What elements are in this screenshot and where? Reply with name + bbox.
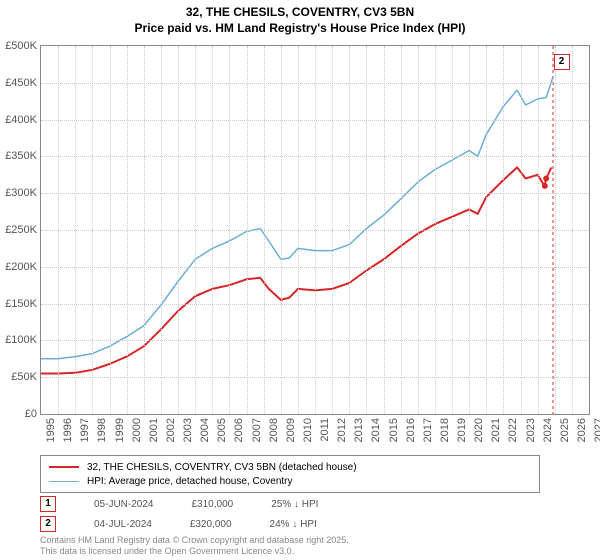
y-tick-label: £150K (0, 298, 37, 310)
x-tick-label: 2022 (507, 418, 519, 442)
plot-region: £0£50K£100K£150K£200K£250K£300K£350K£400… (40, 45, 590, 415)
footer-line-2: This data is licensed under the Open Gov… (40, 546, 349, 557)
legend-row-1: 32, THE CHESILS, COVENTRY, CV3 5BN (deta… (49, 460, 531, 474)
marker-badge-2: 2 (40, 516, 56, 532)
title-line-2: Price paid vs. HM Land Registry's House … (0, 20, 600, 36)
x-tick-label: 2013 (353, 418, 365, 442)
chart-marker-2: 2 (554, 54, 570, 70)
x-tick-label: 2002 (165, 418, 177, 442)
y-tick-label: £500K (0, 40, 37, 52)
x-tick-label: 1998 (96, 418, 108, 442)
x-tick-label: 2025 (559, 418, 571, 442)
x-tick-label: 2003 (182, 418, 194, 442)
x-tick-label: 2009 (285, 418, 297, 442)
x-tick-label: 1996 (62, 418, 74, 442)
legend-label-1: 32, THE CHESILS, COVENTRY, CV3 5BN (deta… (87, 462, 357, 473)
x-tick-label: 1995 (45, 418, 57, 442)
x-tick-label: 2015 (388, 418, 400, 442)
y-tick-label: £100K (0, 334, 37, 346)
data-diff-1: 25% ↓ HPI (271, 499, 318, 510)
x-tick-label: 2010 (302, 418, 314, 442)
x-tick-label: 2023 (525, 418, 537, 442)
data-price-1: £310,000 (191, 499, 233, 510)
x-tick-label: 1997 (79, 418, 91, 442)
x-tick-label: 2007 (251, 418, 263, 442)
x-tick-label: 2024 (542, 418, 554, 442)
x-tick-label: 2018 (439, 418, 451, 442)
x-tick-label: 2027 (593, 418, 600, 442)
y-tick-label: £0 (0, 408, 37, 420)
sale-point-2 (543, 175, 549, 181)
legend-swatch-1 (49, 466, 79, 468)
x-tick-label: 2020 (473, 418, 485, 442)
data-date-1: 05-JUN-2024 (94, 499, 153, 510)
x-tick-label: 2016 (405, 418, 417, 442)
x-tick-label: 2026 (576, 418, 588, 442)
x-tick-label: 2008 (268, 418, 280, 442)
legend: 32, THE CHESILS, COVENTRY, CV3 5BN (deta… (40, 455, 540, 493)
x-tick-label: 2019 (456, 418, 468, 442)
title-line-1: 32, THE CHESILS, COVENTRY, CV3 5BN (0, 4, 600, 20)
chart-area: £0£50K£100K£150K£200K£250K£300K£350K£400… (40, 45, 590, 415)
legend-row-2: HPI: Average price, detached house, Cove… (49, 474, 531, 488)
y-tick-label: £350K (0, 150, 37, 162)
data-price-2: £320,000 (190, 519, 232, 530)
x-tick-label: 2017 (422, 418, 434, 442)
x-tick-label: 2005 (216, 418, 228, 442)
y-tick-label: £300K (0, 187, 37, 199)
data-date-2: 04-JUL-2024 (94, 519, 152, 530)
x-tick-label: 1999 (114, 418, 126, 442)
y-tick-label: £450K (0, 77, 37, 89)
chart-title: 32, THE CHESILS, COVENTRY, CV3 5BN Price… (0, 0, 600, 36)
x-tick-label: 2000 (131, 418, 143, 442)
legend-swatch-2 (49, 481, 79, 482)
y-tick-label: £50K (0, 371, 37, 383)
x-tick-label: 2011 (319, 418, 331, 442)
y-tick-label: £400K (0, 114, 37, 126)
data-row-2: 2 04-JUL-2024 £320,000 24% ↓ HPI (40, 516, 317, 532)
data-row-1: 1 05-JUN-2024 £310,000 25% ↓ HPI (40, 496, 318, 512)
y-tick-label: £200K (0, 261, 37, 273)
x-tick-label: 2004 (199, 418, 211, 442)
footer-line-1: Contains HM Land Registry data © Crown c… (40, 535, 349, 546)
x-tick-label: 2014 (370, 418, 382, 442)
chart-container: 32, THE CHESILS, COVENTRY, CV3 5BN Price… (0, 0, 600, 560)
footer-attribution: Contains HM Land Registry data © Crown c… (40, 535, 349, 558)
marker-badge-1: 1 (40, 496, 56, 512)
x-tick-label: 2012 (336, 418, 348, 442)
sale-point-1 (542, 183, 548, 189)
x-tick-label: 2001 (148, 418, 160, 442)
x-tick-label: 2021 (490, 418, 502, 442)
legend-label-2: HPI: Average price, detached house, Cove… (87, 476, 293, 487)
x-tick-label: 2006 (233, 418, 245, 442)
y-tick-label: £250K (0, 224, 37, 236)
data-diff-2: 24% ↓ HPI (270, 519, 317, 530)
